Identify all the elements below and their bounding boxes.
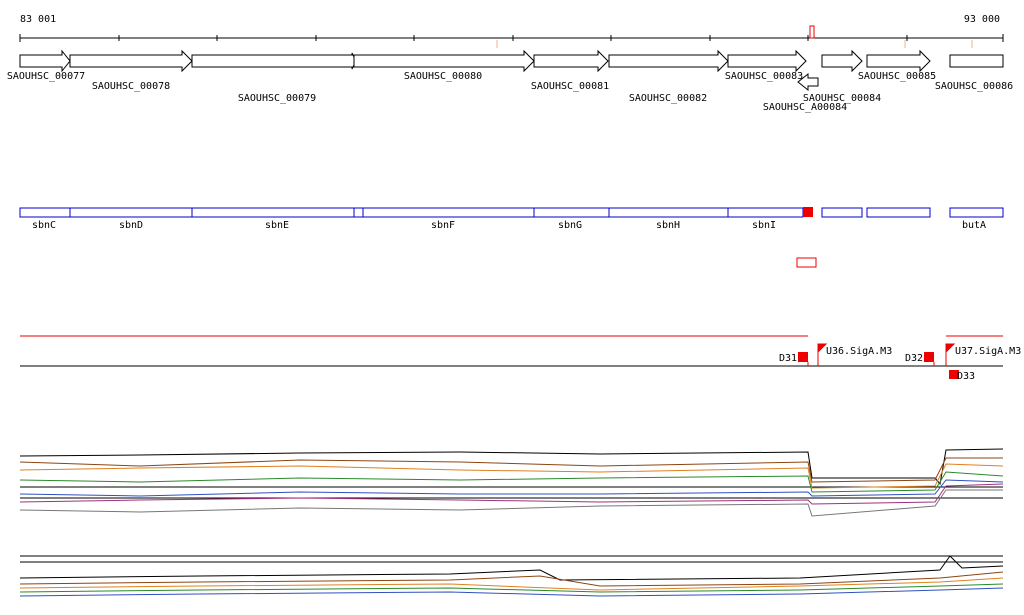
- gene-arrow: [353, 49, 535, 73]
- operon-label: sbnH: [656, 220, 680, 231]
- feature-track: [20, 335, 1003, 379]
- gene-arrow: [533, 49, 609, 73]
- marker: [796, 257, 817, 268]
- gene-label: SAOUHSC_00079: [238, 93, 316, 104]
- gene-arrow: [19, 49, 71, 73]
- gene-arrow: [821, 49, 863, 73]
- gene-label: SAOUHSC_00086: [935, 81, 1013, 92]
- gene-arrow: [727, 49, 807, 73]
- gene-box: [949, 54, 1004, 68]
- ruler-start: 83 001: [20, 14, 56, 25]
- gene-label: SAOUHSC_00083: [725, 71, 803, 82]
- operon-label: sbnI: [752, 220, 776, 231]
- gene-label: SAOUHSC_00080: [404, 71, 482, 82]
- operon-label: sbnD: [119, 220, 143, 231]
- ruler-end: 93 000: [964, 14, 1000, 25]
- gene-label: SAOUHSC_00082: [629, 93, 707, 104]
- ruler: [19, 34, 1004, 42]
- feature-label: D31: [779, 353, 797, 364]
- gene-label: SAOUHSC_00077: [7, 71, 85, 82]
- gene-label: SAOUHSC_00078: [92, 81, 170, 92]
- gene-label: SAOUHSC_A00084: [763, 102, 847, 113]
- gene-arrow: [866, 49, 931, 73]
- gene-arrow: [191, 52, 357, 70]
- expression-traces: [19, 448, 1004, 597]
- gene-label: SAOUHSC_00084: [803, 93, 881, 104]
- feature-label: U37.SigA.M3: [955, 346, 1021, 357]
- gene-arrow: [797, 72, 819, 92]
- feature-label: U36.SigA.M3: [826, 346, 892, 357]
- operons: [19, 207, 1004, 218]
- operon-label: sbnF: [431, 220, 455, 231]
- feature-label: D33: [957, 371, 975, 382]
- marker: [809, 25, 815, 39]
- gene-arrow: [608, 49, 729, 73]
- gene-label: SAOUHSC_00085: [858, 71, 936, 82]
- operon-label: butA: [962, 220, 986, 231]
- feature-label: D32: [905, 353, 923, 364]
- gene-label: SAOUHSC_00081: [531, 81, 609, 92]
- gene-arrow: [69, 49, 193, 73]
- genes: [19, 49, 1004, 92]
- operon-label: sbnE: [265, 220, 289, 231]
- operon-label: sbnC: [32, 220, 56, 231]
- operon-label: sbnG: [558, 220, 582, 231]
